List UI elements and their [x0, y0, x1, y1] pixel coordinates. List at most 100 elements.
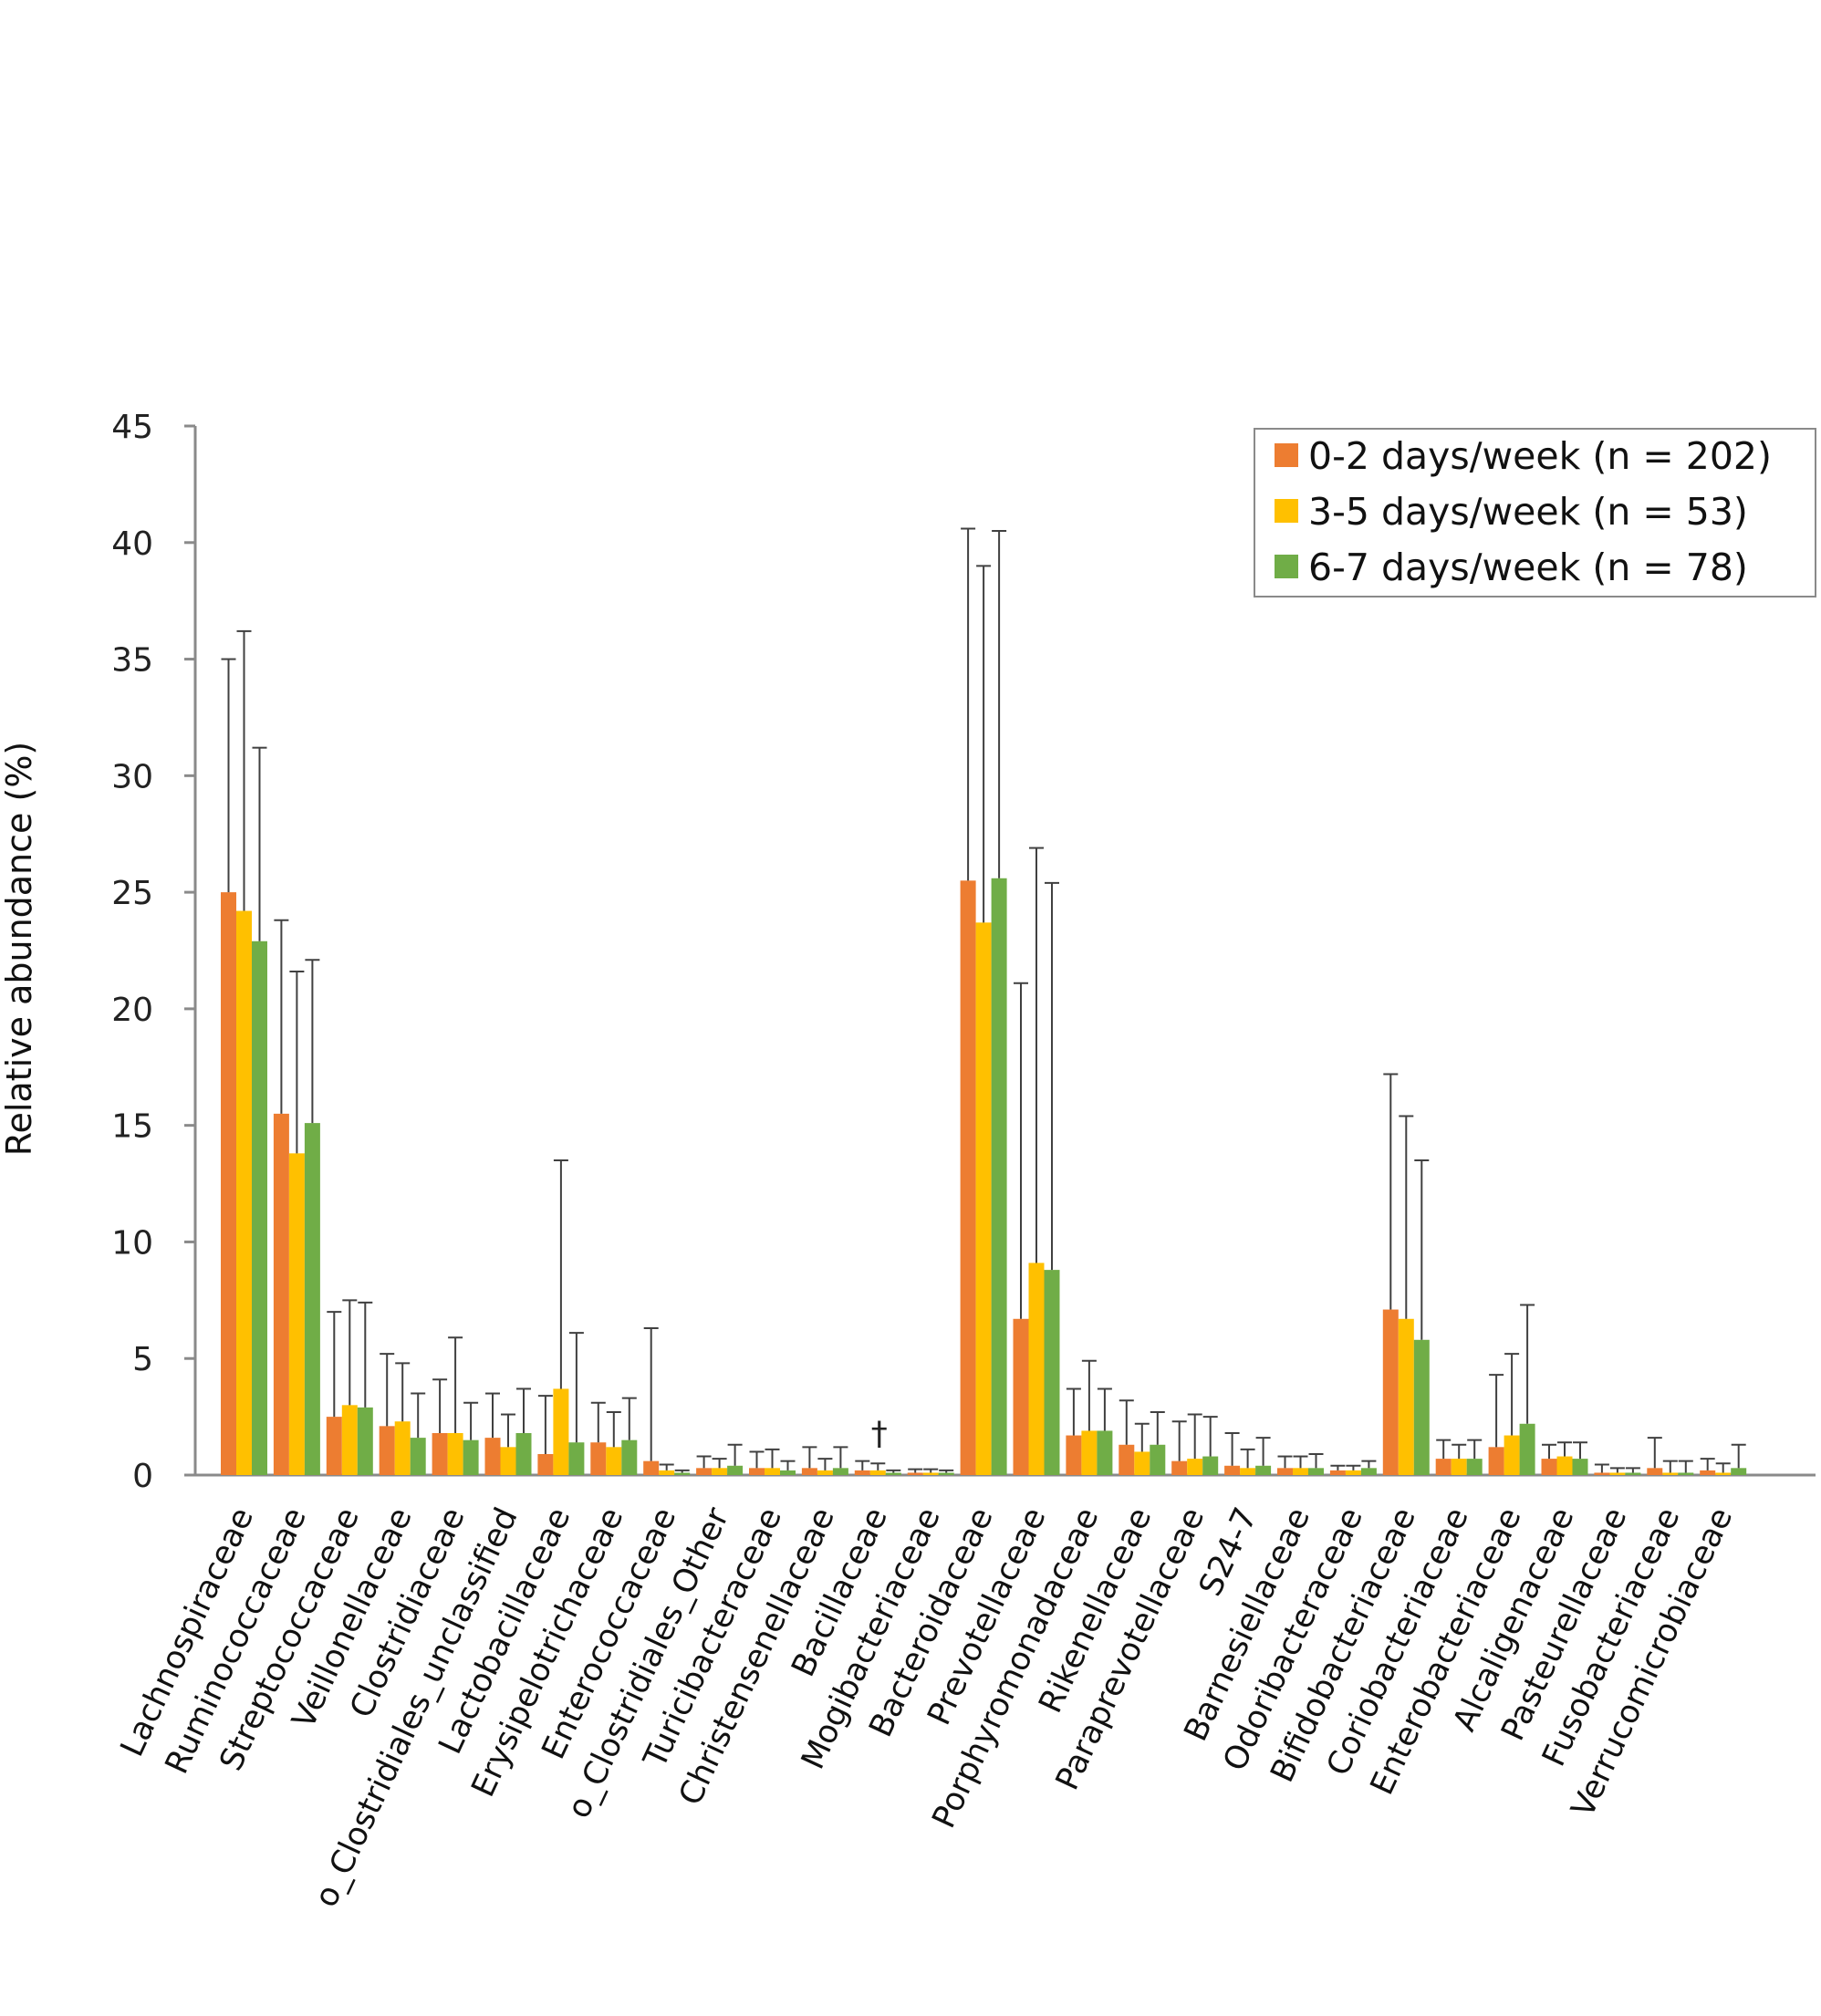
error-bar — [463, 1401, 479, 1440]
error-bar — [1224, 1432, 1240, 1466]
bar — [991, 878, 1007, 1475]
error-bar — [221, 658, 236, 893]
error-bar — [1014, 982, 1028, 1319]
error-bar — [1557, 1441, 1572, 1457]
bar — [659, 1470, 675, 1475]
error-bar — [432, 1378, 448, 1433]
error-bar — [1187, 1413, 1202, 1460]
error-bar — [1097, 1387, 1112, 1431]
bar — [1519, 1423, 1535, 1475]
error-bar — [342, 1299, 358, 1406]
error-bar — [817, 1458, 833, 1470]
bar — [304, 1123, 320, 1475]
error-bar — [727, 1443, 743, 1466]
error-bar — [1452, 1443, 1467, 1460]
error-bar — [289, 971, 305, 1154]
error-bar — [236, 629, 252, 911]
bar — [1013, 1318, 1029, 1475]
bar — [236, 910, 252, 1475]
y-tick-label: 10 — [111, 1224, 153, 1262]
bar — [696, 1468, 713, 1475]
error-bar — [1609, 1467, 1625, 1473]
bar — [975, 922, 992, 1475]
bar — [1150, 1444, 1166, 1475]
error-bar — [1066, 1387, 1081, 1436]
bar — [907, 1472, 923, 1475]
bar — [1345, 1470, 1361, 1475]
error-bar — [976, 565, 992, 923]
legend-swatch — [1275, 555, 1298, 578]
legend-label: 3-5 days/week (n = 53) — [1308, 490, 1748, 534]
error-bar — [802, 1446, 817, 1469]
bar — [1293, 1468, 1308, 1475]
error-bar — [1171, 1420, 1187, 1461]
bar — [288, 1153, 305, 1475]
bar — [1187, 1459, 1203, 1475]
bar — [537, 1454, 554, 1475]
bar — [1556, 1456, 1573, 1475]
error-bar — [1573, 1441, 1587, 1460]
y-tick-label: 0 — [132, 1458, 153, 1495]
bar — [621, 1439, 638, 1475]
y-tick-label: 35 — [111, 642, 153, 680]
error-bar — [1662, 1460, 1678, 1473]
error-bar — [621, 1397, 637, 1440]
bar — [960, 880, 976, 1475]
error-bar — [1119, 1399, 1134, 1445]
error-bar — [1081, 1359, 1097, 1431]
bar — [1609, 1472, 1626, 1475]
bar — [500, 1447, 516, 1475]
error-bar — [606, 1411, 621, 1448]
y-axis-label: Relative abundance (%) — [0, 742, 39, 1157]
bar — [341, 1405, 358, 1475]
legend: 0-2 days/week (n = 202) 3-5 days/week (n … — [1254, 428, 1816, 598]
bar — [1308, 1468, 1324, 1475]
bar — [1360, 1468, 1377, 1475]
bar — [515, 1433, 532, 1475]
bar — [326, 1417, 342, 1475]
error-bar — [485, 1392, 500, 1439]
bar — [712, 1468, 728, 1475]
y-tick-label: 5 — [132, 1341, 153, 1378]
bar — [394, 1421, 411, 1475]
bar — [643, 1460, 660, 1475]
y-tick-label: 25 — [111, 875, 153, 912]
error-bar — [1045, 881, 1059, 1271]
bar — [854, 1470, 870, 1475]
error-bar — [1647, 1437, 1662, 1469]
y-tick-label: 40 — [111, 525, 153, 563]
error-bar — [1308, 1453, 1324, 1469]
bar — [938, 1472, 954, 1475]
bar — [252, 940, 267, 1475]
bar — [1277, 1468, 1293, 1475]
bar — [221, 892, 236, 1475]
bar — [1413, 1339, 1430, 1475]
error-bar — [939, 1469, 954, 1473]
bar — [674, 1472, 691, 1475]
error-bar — [855, 1460, 870, 1470]
error-bar — [1594, 1463, 1609, 1473]
bar — [1398, 1318, 1414, 1475]
bar — [1594, 1472, 1610, 1475]
error-bar-group — [221, 527, 1746, 1473]
bar — [463, 1439, 479, 1475]
bar — [1119, 1444, 1135, 1475]
category-labels: LachnospiraceaeRuminococcaceaeStreptococ… — [114, 1502, 1740, 1912]
error-bar — [448, 1336, 463, 1433]
bar — [1572, 1459, 1588, 1475]
annotation-group: † — [871, 1416, 888, 1453]
error-bar — [1625, 1467, 1640, 1473]
legend-label: 0-2 days/week (n = 202) — [1308, 434, 1772, 478]
bar — [1255, 1465, 1272, 1475]
bar — [484, 1438, 501, 1475]
error-bar — [1346, 1464, 1361, 1470]
bar — [1466, 1459, 1483, 1475]
bar — [1488, 1447, 1504, 1475]
bar — [606, 1447, 622, 1475]
error-bar — [992, 530, 1007, 878]
bar — [869, 1470, 886, 1475]
error-bar — [1202, 1416, 1218, 1457]
bar — [432, 1433, 448, 1475]
bar — [801, 1468, 817, 1475]
